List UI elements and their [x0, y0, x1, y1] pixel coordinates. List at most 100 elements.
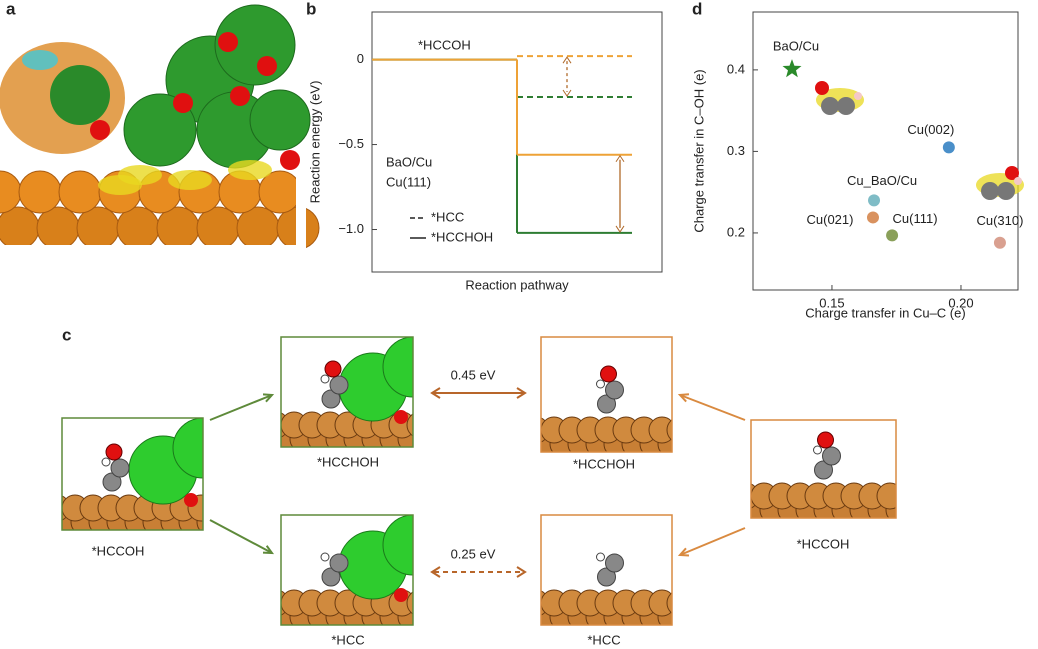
o-atom	[257, 56, 277, 76]
arrow-shaft	[209, 519, 273, 554]
panel-label: d	[692, 0, 702, 18]
structure-panel	[750, 419, 897, 519]
arrow-head	[430, 566, 441, 578]
c-atom	[837, 97, 855, 115]
cu-atom	[416, 604, 442, 630]
charge-density	[168, 170, 212, 190]
o-atom	[394, 588, 408, 602]
h-atom	[101, 457, 111, 467]
charge-density	[98, 175, 142, 195]
difference-arrow	[615, 154, 625, 233]
o-atom	[218, 32, 238, 52]
difference-arrow	[562, 56, 572, 97]
charge-density	[22, 50, 58, 70]
o-atom	[230, 86, 250, 106]
double-arrow	[430, 566, 527, 578]
h-atom	[320, 374, 330, 384]
h-atom	[1014, 177, 1022, 185]
c-atom	[981, 182, 999, 200]
point-label: Cu(310)	[976, 213, 1023, 228]
ba-atom	[50, 65, 110, 125]
panel-label: a	[6, 0, 16, 18]
point	[866, 211, 879, 224]
c-atom	[997, 182, 1015, 200]
panel-frame	[540, 514, 673, 626]
h-atom	[596, 552, 605, 562]
arrow-head	[430, 387, 441, 399]
point	[886, 229, 899, 242]
cu-atom	[406, 413, 413, 437]
x-axis-label: Charge transfer in Cu–C (e)	[805, 305, 965, 320]
panel-frame	[61, 417, 204, 531]
y-tick-label: −0.5	[338, 136, 364, 151]
panel-frame	[540, 336, 673, 453]
structure-panel	[280, 514, 442, 630]
cu-atom	[116, 206, 160, 250]
panel-frame	[280, 336, 414, 448]
structure-panel	[61, 417, 204, 531]
h-atom	[813, 445, 822, 455]
arrow-head	[562, 56, 572, 64]
cu-atom	[648, 416, 672, 444]
point-label: Cu(021)	[807, 212, 854, 227]
point	[782, 59, 802, 78]
o-atom	[1005, 166, 1019, 180]
y-tick-label: 0.3	[727, 143, 745, 158]
cu-atom	[406, 591, 413, 615]
cu-atom	[76, 206, 120, 250]
arrow	[209, 519, 275, 555]
y-axis-label: Reaction energy (eV)	[307, 81, 322, 204]
x-tick-label: 0.20	[948, 295, 973, 310]
c-atom	[110, 458, 130, 478]
state-label: *HCCHOH	[317, 454, 379, 469]
y-tick-label: 0.2	[727, 224, 745, 239]
c-atom	[605, 553, 624, 573]
x-axis-label: Reaction pathway	[465, 277, 569, 292]
point-label: Cu_BaO/Cu	[847, 173, 917, 188]
cu-atom	[666, 419, 672, 441]
atoms	[281, 515, 442, 630]
arrow-head	[516, 387, 527, 399]
c-atom	[329, 375, 349, 395]
point-label: BaO/Cu	[773, 39, 819, 54]
panel-frame	[750, 419, 897, 519]
arrow	[209, 393, 275, 421]
arrow-shaft	[679, 527, 746, 556]
arrow-head	[262, 393, 275, 403]
structure-panel	[540, 514, 702, 630]
arrow-shaft	[679, 394, 746, 421]
structure-panel	[540, 336, 702, 457]
cu-atom	[876, 482, 896, 510]
o-atom	[105, 443, 123, 461]
state-label: *HCCOH	[418, 37, 471, 52]
state-label: *HCCOH	[797, 536, 850, 551]
arrow-head	[677, 393, 690, 403]
legend-entry: Cu(111)	[386, 174, 431, 189]
cu-atom	[676, 431, 702, 457]
arrow-head	[562, 89, 572, 97]
o-atom	[600, 365, 617, 383]
double-arrow	[430, 387, 527, 399]
legend-entry: *HCC	[431, 209, 464, 224]
y-tick-label: −1.0	[338, 221, 364, 236]
structure-illustration	[0, 0, 320, 255]
cu-atom	[416, 426, 442, 452]
cu-atom	[58, 170, 102, 214]
cu-atom	[648, 589, 672, 617]
cu-atom	[156, 206, 200, 250]
cu-atom	[676, 604, 702, 630]
arrow-shaft	[209, 394, 273, 421]
y-axis-label: Charge transfer in C–OH (e)	[691, 69, 706, 232]
atoms	[751, 431, 896, 518]
h-atom	[320, 552, 330, 562]
o-atom	[394, 410, 408, 424]
state-label: *HCC	[331, 632, 364, 647]
state-label: *HCCOH	[92, 543, 145, 558]
c-atom	[822, 446, 841, 466]
point-label: Cu(002)	[907, 122, 954, 137]
cu-atom	[196, 206, 240, 250]
charge-density	[228, 160, 272, 180]
h-atom	[596, 379, 605, 389]
